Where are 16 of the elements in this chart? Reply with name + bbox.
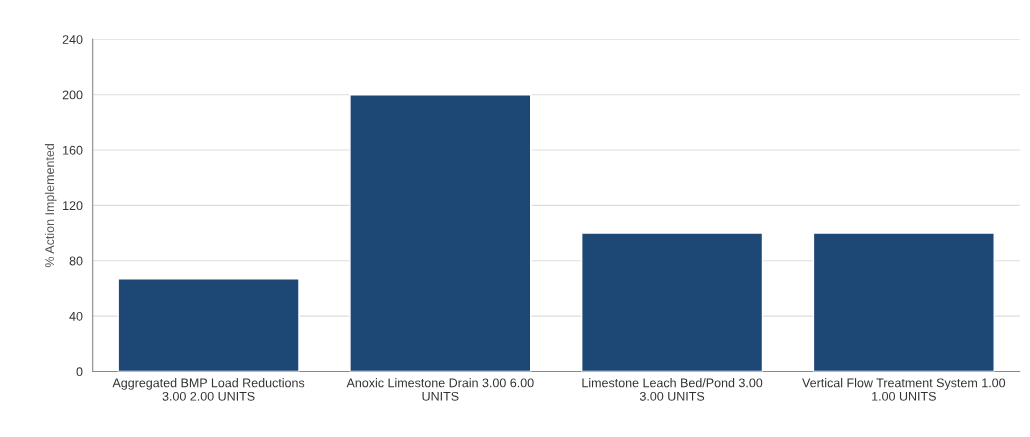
y-tick-label: 0 xyxy=(76,367,83,377)
y-tick-label: 200 xyxy=(62,90,83,100)
x-tick-label: Aggregated BMP Load Reductions 3.00 2.00 UNITS xyxy=(112,378,305,401)
x-tick-label: Anoxic Limestone Drain 3.00 6.00 UNITS xyxy=(346,378,534,401)
y-tick-label: 160 xyxy=(63,145,83,155)
bar xyxy=(580,232,764,372)
x-tick-label: Limestone Leach Bed/Pond 3.00 3.00 UNITS xyxy=(582,378,763,401)
y-tick-label: 40 xyxy=(69,311,83,321)
bar xyxy=(349,93,532,372)
y-tick-label: 240 xyxy=(62,35,83,44)
x-tick-label: Vertical Flow Treatment System 1.00 1.00 UNITS xyxy=(802,378,1006,401)
y-tick-label: 120 xyxy=(63,201,83,211)
y-axis-title: % Action Implemented xyxy=(44,144,57,268)
bar xyxy=(117,278,300,372)
y-tick-label: 80 xyxy=(69,256,83,266)
bar xyxy=(812,232,995,372)
